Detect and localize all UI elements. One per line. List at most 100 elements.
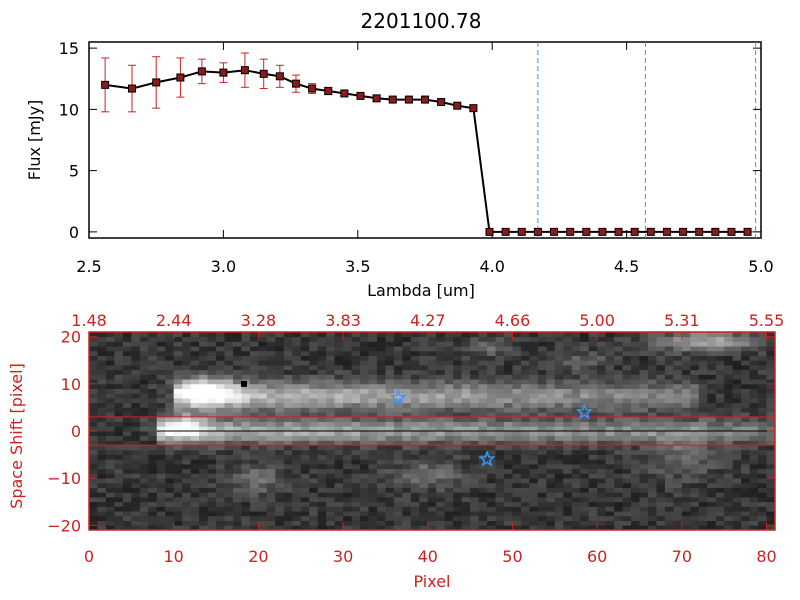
heatmap-cell: [385, 525, 395, 531]
heatmap-cell: [631, 365, 640, 371]
heatmap-cell: [283, 412, 293, 418]
heatmap-cell: [89, 393, 98, 399]
heatmap-cell: [503, 393, 513, 399]
heatmap-cell: [207, 473, 217, 479]
heatmap-cell: [207, 431, 217, 437]
heatmap-cell: [766, 416, 776, 422]
heatmap-cell: [681, 426, 691, 432]
heatmap-cell: [503, 497, 513, 503]
heatmap-cell: [664, 511, 674, 517]
flux-data-point: [679, 227, 688, 236]
heatmap-cell: [537, 464, 547, 470]
heatmap-cell: [385, 365, 395, 371]
heatmap-cell: [758, 464, 767, 470]
heatmap-cell: [224, 350, 234, 356]
heatmap-cell: [605, 525, 615, 531]
heatmap-cell: [385, 383, 395, 389]
heatmap-cell: [571, 431, 581, 437]
heatmap-cell: [631, 336, 640, 342]
heatmap-cell: [512, 350, 522, 356]
heatmap-cell: [571, 369, 581, 375]
heatmap-cell: [758, 346, 767, 352]
heatmap-cell: [343, 398, 352, 404]
heatmap-cell: [487, 449, 496, 455]
heatmap-cell: [266, 473, 276, 479]
heatmap-cell: [470, 412, 479, 418]
heatmap-cell: [741, 445, 750, 451]
heatmap-cell: [631, 431, 640, 437]
heatmap-cell: [300, 431, 310, 437]
heatmap-cell: [190, 341, 200, 347]
heatmap-cell: [300, 520, 310, 526]
heatmap-cell: [749, 388, 759, 394]
heatmap-cell: [266, 511, 276, 517]
heatmap-cell: [368, 402, 378, 408]
heatmap-cell: [554, 416, 564, 422]
heatmap-cell: [546, 501, 556, 507]
heatmap-cell: [639, 416, 649, 422]
heatmap-cell: [724, 459, 734, 465]
heatmap-cell: [334, 468, 344, 474]
heatmap-cell: [360, 350, 369, 356]
heatmap-cell: [190, 355, 200, 361]
heatmap-cell: [376, 402, 386, 408]
heatmap-cell: [529, 506, 539, 512]
heatmap-cell: [207, 374, 217, 380]
heatmap-cell: [656, 402, 666, 408]
heatmap-cell: [622, 416, 632, 422]
heatmap-cell: [554, 421, 564, 427]
heatmap-cell: [444, 398, 454, 404]
heatmap-cell: [707, 515, 717, 521]
heatmap-cell: [436, 497, 446, 503]
heatmap-cell: [597, 449, 607, 455]
heatmap-cell: [563, 412, 573, 418]
heatmap-cell: [292, 360, 302, 366]
heatmap-cell: [580, 501, 590, 507]
heatmap-cell: [554, 426, 564, 432]
heatmap-cell: [681, 515, 691, 521]
heatmap-cell: [588, 440, 598, 446]
heatmap-cell: [563, 431, 573, 437]
star-marker: [478, 450, 496, 467]
heatmap-cell: [605, 482, 615, 488]
heatmap-cell: [664, 416, 674, 422]
heatmap-cell: [97, 369, 107, 375]
heatmap-cell: [368, 501, 378, 507]
heatmap-cell: [258, 365, 268, 371]
heatmap-cell: [368, 525, 378, 531]
heatmap-cell: [461, 497, 471, 503]
heatmap-cell: [402, 464, 412, 470]
heatmap-cell: [741, 520, 750, 526]
heatmap-cell: [241, 464, 251, 470]
heatmap-cell: [597, 369, 607, 375]
heatmap-cell: [89, 497, 98, 503]
heatmap-cell: [317, 445, 327, 451]
heatmap-cell: [546, 365, 556, 371]
top-wavelength-tick-label: 5.55: [749, 311, 785, 330]
heatmap-cell: [444, 341, 454, 347]
heatmap-cell: [478, 426, 488, 432]
heatmap-cell: [148, 445, 158, 451]
heatmap-cell: [148, 487, 158, 493]
heatmap-cell: [571, 440, 581, 446]
heatmap-cell: [300, 487, 310, 493]
heatmap-cell: [546, 487, 556, 493]
heatmap-cell: [300, 445, 310, 451]
heatmap-cell: [292, 412, 302, 418]
heatmap-cell: [715, 383, 725, 389]
heatmap-cell: [249, 497, 259, 503]
heatmap-cell: [724, 407, 734, 413]
heatmap-cell: [436, 383, 446, 389]
heatmap-cell: [724, 412, 734, 418]
heatmap-cell: [114, 346, 124, 352]
heatmap-cell: [758, 369, 767, 375]
heatmap-cell: [249, 435, 259, 441]
heatmap-cell: [139, 459, 149, 465]
heatmap-cell: [317, 487, 327, 493]
heatmap-cell: [647, 506, 657, 512]
heatmap-cell: [419, 511, 429, 517]
heatmap-cell: [766, 449, 776, 455]
heatmap-cell: [241, 482, 251, 488]
heatmap-cell: [326, 398, 336, 404]
heatmap-cell: [351, 332, 361, 338]
